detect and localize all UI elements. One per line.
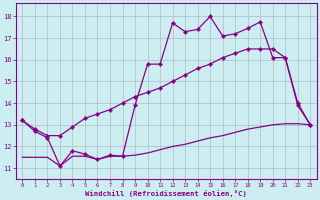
X-axis label: Windchill (Refroidissement éolien,°C): Windchill (Refroidissement éolien,°C) <box>85 190 247 197</box>
